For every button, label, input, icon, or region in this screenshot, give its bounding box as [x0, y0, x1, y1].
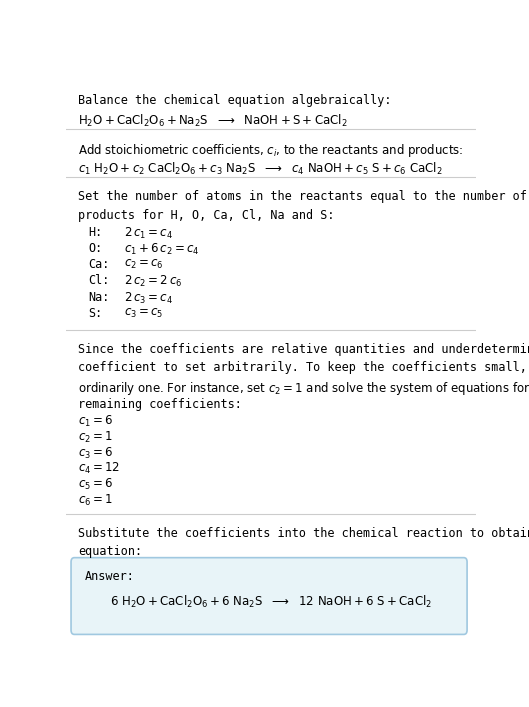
Text: Substitute the coefficients into the chemical reaction to obtain the balanced: Substitute the coefficients into the che…	[78, 527, 529, 540]
Text: $6\ \mathregular{H_2O} + \mathregular{CaCl_2O_6} + 6\ \mathregular{Na_2S}$  $\lo: $6\ \mathregular{H_2O} + \mathregular{Ca…	[110, 595, 432, 610]
Text: remaining coefficients:: remaining coefficients:	[78, 398, 242, 411]
FancyBboxPatch shape	[71, 558, 467, 634]
Text: S:: S:	[89, 307, 103, 320]
Text: $c_3 = 6$: $c_3 = 6$	[78, 445, 114, 460]
Text: Answer:: Answer:	[85, 570, 134, 583]
Text: $c_6 = 1$: $c_6 = 1$	[78, 493, 113, 508]
Text: $2\,c_2 = 2\,c_6$: $2\,c_2 = 2\,c_6$	[124, 274, 182, 289]
Text: coefficient to set arbitrarily. To keep the coefficients small, the arbitrary va: coefficient to set arbitrarily. To keep …	[78, 361, 529, 374]
Text: Balance the chemical equation algebraically:: Balance the chemical equation algebraica…	[78, 94, 392, 107]
Text: $c_1 = 6$: $c_1 = 6$	[78, 414, 114, 429]
Text: $c_4 = 12$: $c_4 = 12$	[78, 461, 121, 477]
Text: $c_1 + 6\,c_2 = c_4$: $c_1 + 6\,c_2 = c_4$	[124, 242, 199, 257]
Text: Na:: Na:	[89, 291, 110, 304]
Text: equation:: equation:	[78, 545, 142, 559]
Text: $c_3 = c_5$: $c_3 = c_5$	[124, 307, 163, 320]
Text: ordinarily one. For instance, set $c_2 = 1$ and solve the system of equations fo: ordinarily one. For instance, set $c_2 =…	[78, 380, 529, 397]
Text: Ca:: Ca:	[89, 258, 110, 271]
Text: $2\,c_3 = c_4$: $2\,c_3 = c_4$	[124, 291, 172, 305]
Text: O:: O:	[89, 242, 103, 255]
Text: H:: H:	[89, 226, 103, 238]
Text: $c_2 = 1$: $c_2 = 1$	[78, 430, 113, 445]
Text: $2\,c_1 = c_4$: $2\,c_1 = c_4$	[124, 226, 172, 240]
Text: $c_5 = 6$: $c_5 = 6$	[78, 477, 114, 492]
Text: Cl:: Cl:	[89, 274, 110, 287]
Text: $c_2 = c_6$: $c_2 = c_6$	[124, 258, 163, 271]
Text: Set the number of atoms in the reactants equal to the number of atoms in the: Set the number of atoms in the reactants…	[78, 190, 529, 204]
Text: Add stoichiometric coefficients, $c_i$, to the reactants and products:: Add stoichiometric coefficients, $c_i$, …	[78, 142, 464, 159]
Text: Since the coefficients are relative quantities and underdetermined, choose a: Since the coefficients are relative quan…	[78, 343, 529, 356]
Text: products for H, O, Ca, Cl, Na and S:: products for H, O, Ca, Cl, Na and S:	[78, 209, 335, 222]
Text: $c_1\ \mathregular{H_2O} + c_2\ \mathregular{CaCl_2O_6} + c_3\ \mathregular{Na_2: $c_1\ \mathregular{H_2O} + c_2\ \mathreg…	[78, 160, 443, 177]
Text: $\mathregular{H_2O + CaCl_2O_6 + Na_2S}$  $\longrightarrow$  $\mathregular{NaOH : $\mathregular{H_2O + CaCl_2O_6 + Na_2S}$…	[78, 112, 348, 129]
